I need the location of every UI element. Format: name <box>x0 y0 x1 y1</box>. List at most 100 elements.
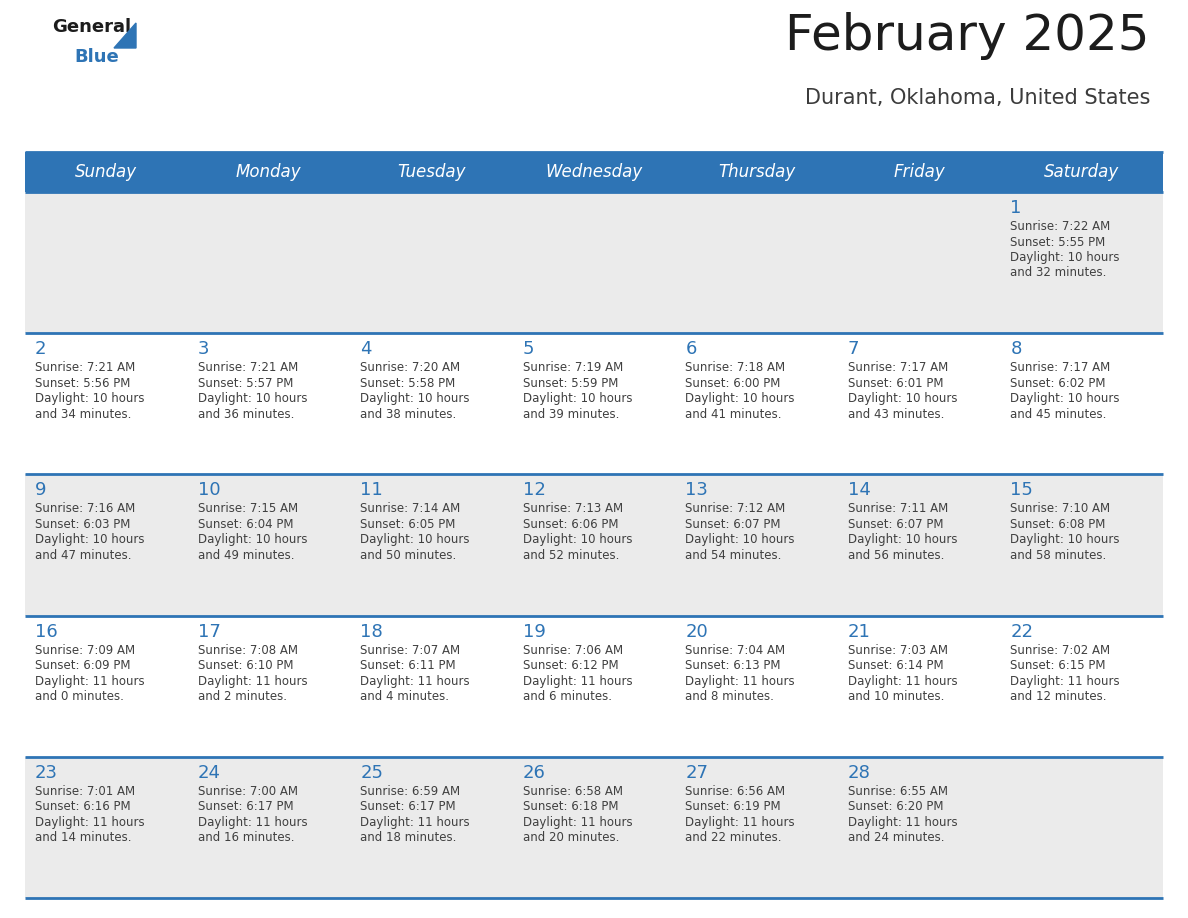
Text: Sunrise: 7:14 AM: Sunrise: 7:14 AM <box>360 502 461 515</box>
Text: 27: 27 <box>685 764 708 782</box>
Text: February 2025: February 2025 <box>785 12 1150 60</box>
Text: Sunset: 6:11 PM: Sunset: 6:11 PM <box>360 659 456 672</box>
Text: 17: 17 <box>197 622 221 641</box>
Text: Sunset: 6:07 PM: Sunset: 6:07 PM <box>848 518 943 531</box>
Text: Sunset: 6:20 PM: Sunset: 6:20 PM <box>848 800 943 813</box>
Text: and 10 minutes.: and 10 minutes. <box>848 690 944 703</box>
Text: 9: 9 <box>34 481 46 499</box>
Text: Sunday: Sunday <box>75 163 138 181</box>
Text: Sunrise: 6:59 AM: Sunrise: 6:59 AM <box>360 785 460 798</box>
Text: Daylight: 11 hours: Daylight: 11 hours <box>685 675 795 688</box>
Text: Daylight: 11 hours: Daylight: 11 hours <box>360 675 469 688</box>
Text: and 54 minutes.: and 54 minutes. <box>685 549 782 562</box>
Text: Sunset: 6:19 PM: Sunset: 6:19 PM <box>685 800 781 813</box>
Text: 15: 15 <box>1011 481 1034 499</box>
Text: 14: 14 <box>848 481 871 499</box>
Text: and 14 minutes.: and 14 minutes. <box>34 832 132 845</box>
Text: 3: 3 <box>197 341 209 358</box>
Text: Sunrise: 7:04 AM: Sunrise: 7:04 AM <box>685 644 785 656</box>
Text: Daylight: 11 hours: Daylight: 11 hours <box>197 816 308 829</box>
Text: 18: 18 <box>360 622 383 641</box>
Text: Sunset: 6:06 PM: Sunset: 6:06 PM <box>523 518 618 531</box>
Text: Sunset: 6:12 PM: Sunset: 6:12 PM <box>523 659 618 672</box>
Text: Sunrise: 7:00 AM: Sunrise: 7:00 AM <box>197 785 297 798</box>
Text: Sunrise: 7:21 AM: Sunrise: 7:21 AM <box>197 361 298 375</box>
Text: and 47 minutes.: and 47 minutes. <box>34 549 132 562</box>
Text: Sunrise: 7:21 AM: Sunrise: 7:21 AM <box>34 361 135 375</box>
Text: 8: 8 <box>1011 341 1022 358</box>
Text: and 43 minutes.: and 43 minutes. <box>848 408 944 420</box>
Text: Thursday: Thursday <box>718 163 795 181</box>
Text: Daylight: 10 hours: Daylight: 10 hours <box>523 533 632 546</box>
Text: Sunrise: 7:01 AM: Sunrise: 7:01 AM <box>34 785 135 798</box>
Text: and 58 minutes.: and 58 minutes. <box>1011 549 1107 562</box>
Text: 13: 13 <box>685 481 708 499</box>
Text: Daylight: 11 hours: Daylight: 11 hours <box>685 816 795 829</box>
Text: Sunrise: 7:08 AM: Sunrise: 7:08 AM <box>197 644 297 656</box>
Text: Daylight: 11 hours: Daylight: 11 hours <box>523 675 632 688</box>
Text: 10: 10 <box>197 481 220 499</box>
Text: Saturday: Saturday <box>1044 163 1119 181</box>
Text: Durant, Oklahoma, United States: Durant, Oklahoma, United States <box>804 88 1150 108</box>
Text: and 39 minutes.: and 39 minutes. <box>523 408 619 420</box>
Text: Sunset: 6:14 PM: Sunset: 6:14 PM <box>848 659 943 672</box>
Text: Sunset: 6:17 PM: Sunset: 6:17 PM <box>197 800 293 813</box>
Text: Daylight: 10 hours: Daylight: 10 hours <box>360 533 469 546</box>
Text: 28: 28 <box>848 764 871 782</box>
Text: Sunrise: 7:12 AM: Sunrise: 7:12 AM <box>685 502 785 515</box>
Text: and 8 minutes.: and 8 minutes. <box>685 690 775 703</box>
Text: 7: 7 <box>848 341 859 358</box>
Text: Daylight: 11 hours: Daylight: 11 hours <box>34 816 145 829</box>
Text: Sunset: 6:08 PM: Sunset: 6:08 PM <box>1011 518 1106 531</box>
Text: Monday: Monday <box>236 163 302 181</box>
Text: 4: 4 <box>360 341 372 358</box>
Bar <box>25 333 1163 475</box>
Text: Sunrise: 7:17 AM: Sunrise: 7:17 AM <box>1011 361 1111 375</box>
Text: Sunrise: 7:10 AM: Sunrise: 7:10 AM <box>1011 502 1111 515</box>
Text: Daylight: 11 hours: Daylight: 11 hours <box>197 675 308 688</box>
Text: Sunset: 6:09 PM: Sunset: 6:09 PM <box>34 659 131 672</box>
Text: and 4 minutes.: and 4 minutes. <box>360 690 449 703</box>
Text: Daylight: 10 hours: Daylight: 10 hours <box>848 392 958 405</box>
Text: and 6 minutes.: and 6 minutes. <box>523 690 612 703</box>
Text: 1: 1 <box>1011 199 1022 217</box>
Text: Daylight: 10 hours: Daylight: 10 hours <box>848 533 958 546</box>
Text: Sunset: 5:58 PM: Sunset: 5:58 PM <box>360 376 455 390</box>
Text: General: General <box>52 18 131 36</box>
Polygon shape <box>114 23 135 48</box>
Text: and 12 minutes.: and 12 minutes. <box>1011 690 1107 703</box>
Text: 20: 20 <box>685 622 708 641</box>
Text: and 24 minutes.: and 24 minutes. <box>848 832 944 845</box>
Text: Sunrise: 7:06 AM: Sunrise: 7:06 AM <box>523 644 623 656</box>
Text: Sunset: 5:55 PM: Sunset: 5:55 PM <box>1011 236 1106 249</box>
Text: Sunset: 6:05 PM: Sunset: 6:05 PM <box>360 518 455 531</box>
Text: 2: 2 <box>34 341 46 358</box>
Text: and 16 minutes.: and 16 minutes. <box>197 832 295 845</box>
Text: Sunset: 6:01 PM: Sunset: 6:01 PM <box>848 376 943 390</box>
Text: Wednesday: Wednesday <box>545 163 643 181</box>
Text: and 50 minutes.: and 50 minutes. <box>360 549 456 562</box>
Text: and 22 minutes.: and 22 minutes. <box>685 832 782 845</box>
Text: Daylight: 10 hours: Daylight: 10 hours <box>685 533 795 546</box>
Text: and 52 minutes.: and 52 minutes. <box>523 549 619 562</box>
Text: 24: 24 <box>197 764 221 782</box>
Text: Daylight: 10 hours: Daylight: 10 hours <box>197 533 307 546</box>
Text: and 34 minutes.: and 34 minutes. <box>34 408 132 420</box>
Text: 11: 11 <box>360 481 383 499</box>
Text: Daylight: 10 hours: Daylight: 10 hours <box>360 392 469 405</box>
Text: Sunrise: 7:18 AM: Sunrise: 7:18 AM <box>685 361 785 375</box>
Text: and 49 minutes.: and 49 minutes. <box>197 549 295 562</box>
Bar <box>25 756 1163 898</box>
Text: 5: 5 <box>523 341 535 358</box>
Text: and 38 minutes.: and 38 minutes. <box>360 408 456 420</box>
Text: Friday: Friday <box>893 163 944 181</box>
Text: Daylight: 11 hours: Daylight: 11 hours <box>1011 675 1120 688</box>
Text: Sunset: 6:16 PM: Sunset: 6:16 PM <box>34 800 131 813</box>
Text: Sunset: 6:04 PM: Sunset: 6:04 PM <box>197 518 293 531</box>
Text: Sunrise: 7:09 AM: Sunrise: 7:09 AM <box>34 644 135 656</box>
Text: Sunset: 6:07 PM: Sunset: 6:07 PM <box>685 518 781 531</box>
Text: and 36 minutes.: and 36 minutes. <box>197 408 293 420</box>
Text: Daylight: 10 hours: Daylight: 10 hours <box>197 392 307 405</box>
Text: and 45 minutes.: and 45 minutes. <box>1011 408 1107 420</box>
Text: Sunrise: 7:22 AM: Sunrise: 7:22 AM <box>1011 220 1111 233</box>
